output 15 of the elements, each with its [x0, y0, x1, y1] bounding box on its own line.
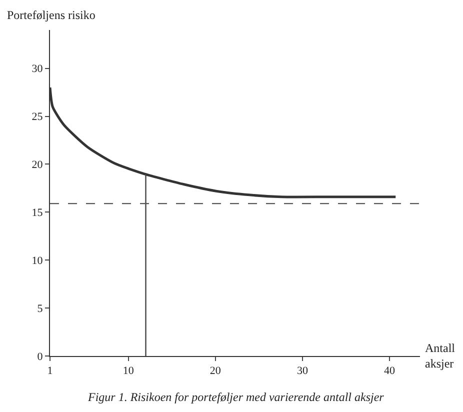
x-tick-label: 1 — [47, 365, 53, 378]
y-tick-label: 20 — [32, 159, 44, 172]
y-tick-label: 5 — [37, 302, 44, 315]
y-axis-title: Porteføljens risiko — [7, 8, 96, 22]
y-tick-label: 30 — [32, 63, 44, 76]
x-tick-label: 30 — [296, 365, 308, 378]
y-tick-label: 25 — [32, 111, 44, 124]
y-tick-label: 10 — [32, 254, 44, 267]
x-tick-label: 40 — [384, 365, 396, 378]
y-tick-label: 15 — [32, 207, 44, 220]
x-axis-title: Antall aksjer — [425, 341, 456, 371]
x-tick-label: 20 — [210, 365, 222, 378]
text: Figur 1. Risikoen for porteføljer med varierende antall aksjer — [87, 390, 384, 404]
x-tick-label: 10 — [122, 365, 134, 378]
y-tick-label: 0 — [37, 350, 44, 363]
